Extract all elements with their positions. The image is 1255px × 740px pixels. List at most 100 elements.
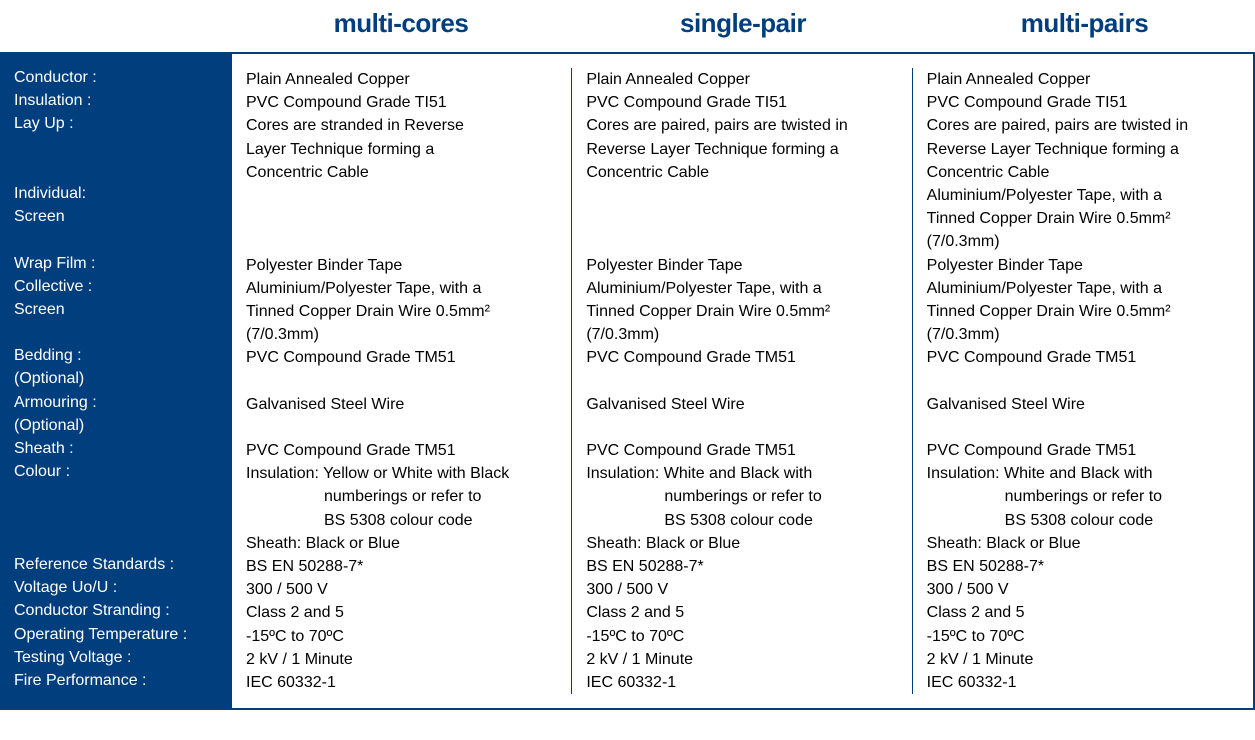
row-label — [14, 530, 220, 553]
row-label — [14, 228, 220, 251]
row-label: Lay Up : — [14, 112, 220, 135]
spec-value — [246, 369, 559, 392]
spec-table: multi-cores single-pair multi-pairs Cond… — [0, 0, 1255, 710]
row-label — [14, 159, 220, 182]
spec-value: BS 5308 colour code — [246, 509, 559, 532]
header-single-pair: single-pair — [572, 0, 914, 52]
spec-value: Sheath: Black or Blue — [927, 532, 1241, 555]
row-label: Operating Temperature : — [14, 623, 220, 646]
spec-value: PVC Compound Grade TM51 — [586, 439, 899, 462]
row-label: Conductor Stranding : — [14, 599, 220, 622]
spec-value: Class 2 and 5 — [586, 601, 899, 624]
spec-value — [586, 369, 899, 392]
spec-value: 2 kV / 1 Minute — [927, 648, 1241, 671]
spec-value — [246, 230, 559, 253]
spec-value: Insulation: Yellow or White with Black — [246, 462, 559, 485]
spec-value: PVC Compound Grade TM51 — [927, 439, 1241, 462]
header-multi-pairs: multi-pairs — [914, 0, 1255, 52]
spec-value: PVC Compound Grade TI51 — [927, 91, 1241, 114]
row-label: Screen — [14, 298, 220, 321]
spec-value: Reverse Layer Technique forming a — [586, 138, 899, 161]
spec-value: (7/0.3mm) — [927, 323, 1241, 346]
spec-value: Cores are paired, pairs are twisted in — [586, 114, 899, 137]
row-label — [14, 321, 220, 344]
spec-value: Plain Annealed Copper — [586, 68, 899, 91]
row-label: Insulation : — [14, 89, 220, 112]
spec-value: (7/0.3mm) — [586, 323, 899, 346]
spec-value — [927, 416, 1241, 439]
spec-value: Class 2 and 5 — [246, 601, 559, 624]
content-grid: Plain Annealed CopperPVC Compound Grade … — [230, 52, 1255, 710]
spec-value: PVC Compound Grade TI51 — [246, 91, 559, 114]
row-label: Sheath : — [14, 437, 220, 460]
spec-value — [246, 184, 559, 207]
row-label: Collective : — [14, 275, 220, 298]
spec-value: Tinned Copper Drain Wire 0.5mm² — [927, 300, 1241, 323]
spec-value: Concentric Cable — [586, 161, 899, 184]
spec-value — [246, 207, 559, 230]
spec-value: Tinned Copper Drain Wire 0.5mm² — [246, 300, 559, 323]
row-label — [14, 507, 220, 530]
row-label: (Optional) — [14, 414, 220, 437]
row-label — [14, 136, 220, 159]
spec-value: (7/0.3mm) — [246, 323, 559, 346]
spec-value: Insulation: White and Black with — [586, 462, 899, 485]
spec-value: Aluminium/Polyester Tape, with a — [246, 277, 559, 300]
spec-value: Polyester Binder Tape — [246, 254, 559, 277]
spec-value: Class 2 and 5 — [927, 601, 1241, 624]
spec-value: Galvanised Steel Wire — [586, 393, 899, 416]
spec-value: Concentric Cable — [246, 161, 559, 184]
row-label: Conductor : — [14, 66, 220, 89]
row-label: Testing Voltage : — [14, 646, 220, 669]
spec-value: Plain Annealed Copper — [927, 68, 1241, 91]
spec-value — [586, 184, 899, 207]
spec-value: numberings or refer to — [927, 485, 1241, 508]
row-label: Reference Standards : — [14, 553, 220, 576]
spec-value: PVC Compound Grade TM51 — [246, 439, 559, 462]
spec-value — [246, 416, 559, 439]
spec-value: BS EN 50288-7* — [586, 555, 899, 578]
spec-value: PVC Compound Grade TI51 — [586, 91, 899, 114]
spec-value: IEC 60332-1 — [586, 671, 899, 694]
spec-value: Cores are paired, pairs are twisted in — [927, 114, 1241, 137]
header-multi-cores: multi-cores — [230, 0, 572, 52]
spec-value: IEC 60332-1 — [246, 671, 559, 694]
spec-value: 2 kV / 1 Minute — [586, 648, 899, 671]
spec-value: BS EN 50288-7* — [246, 555, 559, 578]
spec-value: Insulation: White and Black with — [927, 462, 1241, 485]
spec-value: Cores are stranded in Reverse — [246, 114, 559, 137]
column-multi-cores: Plain Annealed CopperPVC Compound Grade … — [232, 54, 572, 708]
spec-value: Aluminium/Polyester Tape, with a — [586, 277, 899, 300]
spec-value: Layer Technique forming a — [246, 138, 559, 161]
row-label: Colour : — [14, 460, 220, 483]
spec-value: Plain Annealed Copper — [246, 68, 559, 91]
spec-value: Galvanised Steel Wire — [927, 393, 1241, 416]
spec-value: numberings or refer to — [246, 485, 559, 508]
spec-value: Tinned Copper Drain Wire 0.5mm² — [586, 300, 899, 323]
spec-value: IEC 60332-1 — [927, 671, 1241, 694]
table-body: Conductor :Insulation :Lay Up : Individu… — [0, 52, 1255, 710]
row-labels-column: Conductor :Insulation :Lay Up : Individu… — [0, 52, 230, 710]
spec-value — [586, 230, 899, 253]
spec-value: BS 5308 colour code — [927, 509, 1241, 532]
spec-value: Polyester Binder Tape — [586, 254, 899, 277]
spec-value: PVC Compound Grade TM51 — [586, 346, 899, 369]
row-label: Screen — [14, 205, 220, 228]
row-label: Voltage Uo/U : — [14, 576, 220, 599]
spec-value: -15ºC to 70ºC — [586, 625, 899, 648]
column-multi-pairs: Plain Annealed CopperPVC Compound Grade … — [913, 54, 1253, 708]
spec-value: Sheath: Black or Blue — [246, 532, 559, 555]
spec-value: Aluminium/Polyester Tape, with a — [927, 184, 1241, 207]
spec-value: -15ºC to 70ºC — [246, 625, 559, 648]
spec-value: PVC Compound Grade TM51 — [246, 346, 559, 369]
spec-value — [927, 369, 1241, 392]
spec-value: -15ºC to 70ºC — [927, 625, 1241, 648]
row-label — [14, 483, 220, 506]
spec-value: BS 5308 colour code — [586, 509, 899, 532]
spec-value: Aluminium/Polyester Tape, with a — [927, 277, 1241, 300]
row-label: Bedding : — [14, 344, 220, 367]
row-label: Armouring : — [14, 391, 220, 414]
row-label: Individual: — [14, 182, 220, 205]
spec-value: Sheath: Black or Blue — [586, 532, 899, 555]
spec-value: (7/0.3mm) — [927, 230, 1241, 253]
